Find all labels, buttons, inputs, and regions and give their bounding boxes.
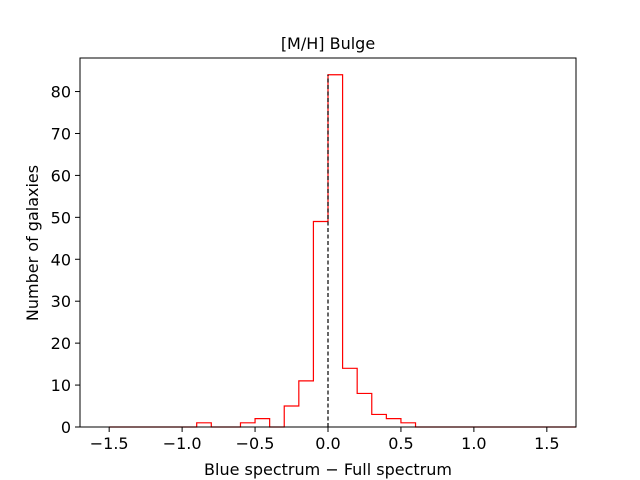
y-tick-label: 60 <box>51 166 71 185</box>
histogram-bin <box>284 406 299 427</box>
y-tick-label: 40 <box>51 250 71 269</box>
histogram-bin <box>372 414 387 427</box>
histogram-outline <box>109 74 576 428</box>
y-tick-label: 10 <box>51 376 71 395</box>
y-tick-label: 70 <box>51 124 71 143</box>
y-tick-label: 50 <box>51 208 71 227</box>
histogram-bin <box>197 423 212 427</box>
y-tick-label: 0 <box>61 418 71 437</box>
histogram-bin <box>299 381 314 427</box>
x-tick-label: 0.5 <box>388 434 413 453</box>
histogram-bin <box>328 75 343 427</box>
histogram-bin <box>313 222 328 427</box>
x-tick-label: 0.0 <box>315 434 340 453</box>
y-tick-label: 30 <box>51 292 71 311</box>
y-tick-label: 20 <box>51 334 71 353</box>
y-axis-label: Number of galaxies <box>23 165 42 321</box>
histogram-bin <box>255 419 270 427</box>
histogram-bin <box>386 419 401 427</box>
histogram-bin <box>401 423 416 427</box>
histogram-bin <box>240 423 255 427</box>
histogram-bin <box>343 368 358 427</box>
x-tick-label: −0.5 <box>236 434 275 453</box>
x-tick-label: 1.5 <box>534 434 559 453</box>
x-tick-label: −1.0 <box>163 434 202 453</box>
y-tick-label: 80 <box>51 83 71 102</box>
histogram-bin <box>357 393 372 427</box>
x-axis-label: Blue spectrum − Full spectrum <box>204 460 452 479</box>
chart-title: [M/H] Bulge <box>281 34 375 53</box>
x-tick-label: −1.5 <box>90 434 129 453</box>
x-tick-label: 1.0 <box>461 434 486 453</box>
